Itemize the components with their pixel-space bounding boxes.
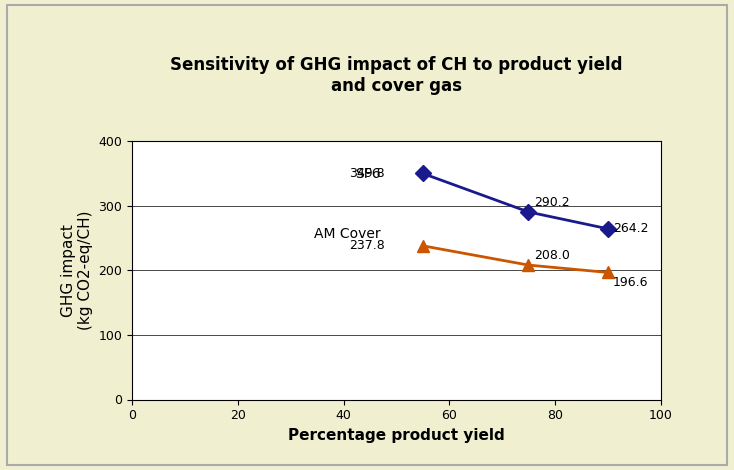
Text: 208.0: 208.0: [534, 249, 570, 262]
Text: 196.6: 196.6: [613, 276, 649, 289]
Text: SF6: SF6: [355, 167, 380, 181]
Y-axis label: GHG impact
(kg CO2-eq/CH): GHG impact (kg CO2-eq/CH): [61, 211, 93, 330]
Text: 349.8: 349.8: [349, 167, 385, 180]
Text: 290.2: 290.2: [534, 196, 570, 209]
Text: 264.2: 264.2: [613, 222, 649, 235]
Text: 237.8: 237.8: [349, 239, 385, 252]
X-axis label: Percentage product yield: Percentage product yield: [288, 428, 505, 443]
Text: Sensitivity of GHG impact of CH to product yield
and cover gas: Sensitivity of GHG impact of CH to produ…: [170, 56, 622, 95]
Text: AM Cover: AM Cover: [314, 227, 380, 241]
